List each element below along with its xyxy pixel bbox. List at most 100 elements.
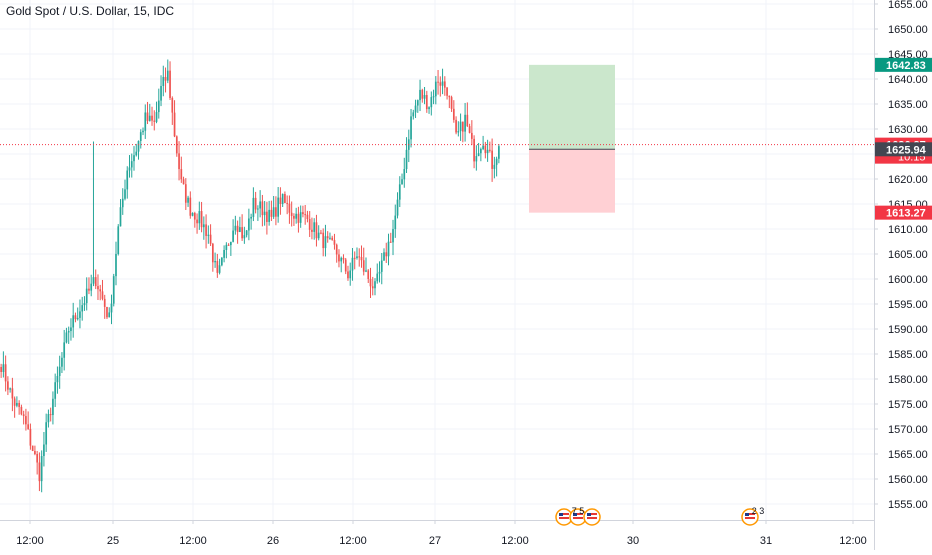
candle-body — [396, 199, 399, 216]
candle — [232, 219, 234, 243]
time-axis-tick-label: 30 — [627, 535, 639, 547]
candle-body — [7, 381, 9, 390]
candle — [288, 195, 291, 224]
candle-body — [29, 428, 32, 446]
flag-stripe-icon — [587, 513, 597, 515]
candle — [358, 248, 361, 267]
candle-body — [47, 414, 50, 423]
price-axis-tick-label: 1580.00 — [888, 374, 928, 386]
candle — [243, 226, 246, 244]
candle — [461, 121, 464, 143]
target-price-tag-bg — [875, 57, 932, 72]
candle-body — [142, 130, 144, 133]
economic-event-marker[interactable]: 7 5 — [555, 506, 601, 526]
candle-body — [369, 278, 372, 287]
economic-event-marker[interactable]: 2 3 — [741, 506, 765, 526]
position-profit-zone[interactable] — [529, 64, 615, 150]
price-axis-tick-label: 1635.00 — [888, 99, 928, 111]
candle-body — [376, 273, 379, 282]
candle-body — [387, 241, 390, 257]
candle-body — [209, 234, 212, 244]
candle-body — [9, 388, 11, 390]
candle-body — [250, 216, 252, 219]
target-price-tag[interactable]: 1642.83 — [875, 57, 932, 72]
candle-body — [286, 202, 289, 204]
candle-body — [121, 198, 124, 208]
candle — [216, 253, 219, 278]
candle-body — [457, 131, 460, 133]
candle-body — [103, 298, 106, 307]
candle-body — [236, 225, 239, 232]
candle-body — [412, 112, 415, 117]
candle — [392, 219, 394, 256]
candle — [36, 450, 39, 475]
candle — [56, 366, 59, 394]
candle — [475, 145, 478, 171]
candle — [198, 201, 201, 230]
candle — [79, 299, 81, 329]
candle — [162, 65, 165, 97]
candle — [486, 139, 489, 162]
price-axis-tick-label: 1610.00 — [888, 224, 928, 236]
stop-price-tag[interactable]: 1613.27 — [875, 205, 932, 220]
candle — [299, 205, 302, 228]
candle — [324, 224, 327, 257]
candle — [349, 262, 352, 286]
candle — [428, 106, 430, 114]
candle-body — [151, 115, 153, 121]
candle-body — [281, 194, 284, 204]
candle-body — [155, 112, 158, 122]
candle — [257, 205, 259, 221]
candle — [450, 95, 453, 112]
candle — [90, 274, 93, 297]
candle — [263, 201, 266, 226]
candle-body — [25, 416, 27, 425]
economic-event-count: 2 3 — [752, 506, 765, 516]
economic-event-count: 7 5 — [572, 506, 585, 516]
price-axis-tick-label: 1595.00 — [888, 299, 928, 311]
candle-body — [432, 96, 435, 98]
candle-body — [146, 112, 149, 121]
candle-body — [90, 283, 93, 291]
price-axis-tick-label: 1630.00 — [888, 124, 928, 136]
candle — [47, 409, 50, 428]
candle-body — [227, 244, 230, 246]
candle-body — [362, 260, 365, 272]
candle — [286, 195, 289, 215]
candle — [189, 191, 192, 219]
candle-body — [56, 375, 59, 383]
candle — [277, 186, 280, 223]
candle-body — [106, 306, 108, 318]
candle-body — [484, 145, 487, 154]
candle-body — [128, 167, 131, 171]
candle-body — [261, 201, 264, 216]
candle-body — [308, 219, 311, 230]
candle-body — [419, 89, 421, 101]
candle — [58, 355, 61, 389]
candle — [443, 76, 446, 96]
candle-body — [380, 260, 383, 272]
candle-body — [268, 209, 270, 222]
candle — [401, 173, 403, 185]
entry-price-tag[interactable]: 1625.94 — [875, 142, 932, 157]
candle-body — [0, 366, 2, 372]
candle-body — [4, 364, 7, 382]
candle-body — [11, 388, 14, 399]
candle-body — [173, 112, 176, 137]
candle-body — [486, 149, 489, 154]
position-loss-zone[interactable] — [529, 149, 615, 213]
candle-body — [70, 327, 72, 332]
candle — [74, 312, 77, 323]
candle-body — [315, 222, 318, 239]
candle — [425, 90, 428, 113]
candle-body — [441, 81, 444, 86]
candle — [142, 127, 144, 136]
candle — [18, 400, 20, 415]
candle-body — [284, 194, 286, 203]
candle — [293, 213, 295, 226]
price-axis-background — [874, 0, 932, 550]
price-axis-tick-label: 1590.00 — [888, 324, 928, 336]
candle — [320, 229, 322, 235]
